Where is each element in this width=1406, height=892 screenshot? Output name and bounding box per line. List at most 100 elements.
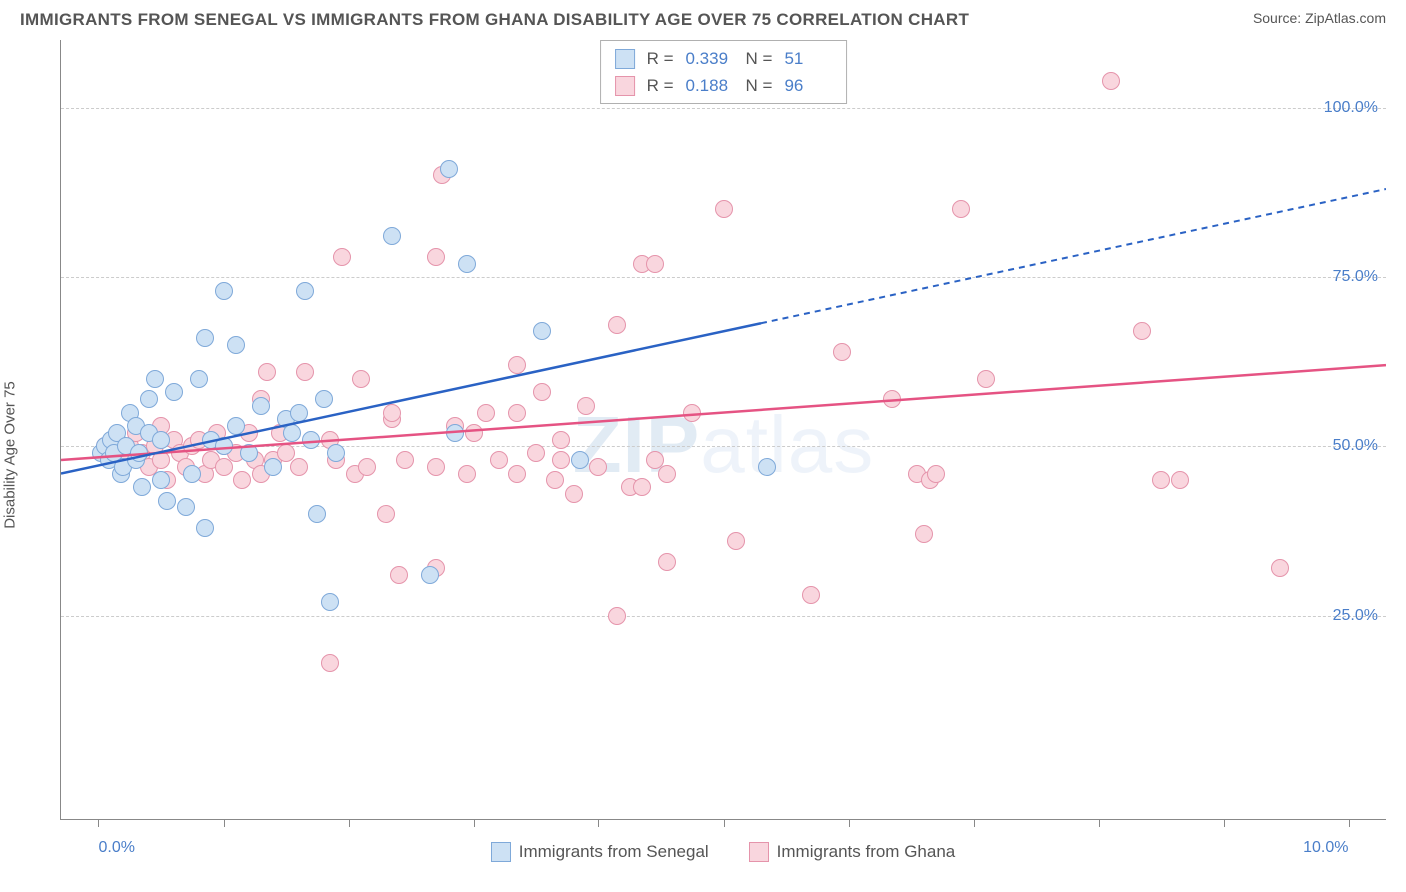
stats-box: R =0.339N =51R =0.188N =96	[600, 40, 848, 104]
scatter-point-ghana	[927, 465, 945, 483]
xtick	[849, 819, 850, 827]
scatter-point-ghana	[802, 586, 820, 604]
ytick-label: 75.0%	[1333, 268, 1378, 286]
scatter-point-ghana	[533, 383, 551, 401]
scatter-point-senegal	[240, 444, 258, 462]
scatter-point-ghana	[490, 451, 508, 469]
chart-container: Disability Age Over 75 ZIPatlas 25.0%50.…	[20, 40, 1386, 870]
trend-lines	[61, 40, 1386, 819]
scatter-point-ghana	[465, 424, 483, 442]
legend-label: Immigrants from Senegal	[519, 842, 709, 862]
scatter-point-senegal	[196, 519, 214, 537]
legend-label: Immigrants from Ghana	[777, 842, 956, 862]
swatch-ghana	[615, 76, 635, 96]
scatter-point-senegal	[302, 431, 320, 449]
scatter-point-ghana	[658, 465, 676, 483]
scatter-point-senegal	[264, 458, 282, 476]
scatter-point-senegal	[315, 390, 333, 408]
scatter-point-ghana	[952, 200, 970, 218]
scatter-point-senegal	[227, 417, 245, 435]
scatter-point-senegal	[133, 478, 151, 496]
plot-area: ZIPatlas 25.0%50.0%75.0%100.0%0.0%10.0%R…	[60, 40, 1386, 820]
scatter-point-senegal	[421, 566, 439, 584]
xtick	[598, 819, 599, 827]
scatter-point-senegal	[215, 437, 233, 455]
scatter-point-ghana	[508, 465, 526, 483]
scatter-point-ghana	[321, 654, 339, 672]
scatter-point-ghana	[727, 532, 745, 550]
scatter-point-ghana	[633, 478, 651, 496]
scatter-point-ghana	[552, 431, 570, 449]
scatter-point-ghana	[427, 248, 445, 266]
scatter-point-ghana	[589, 458, 607, 476]
scatter-point-ghana	[683, 404, 701, 422]
scatter-point-senegal	[458, 255, 476, 273]
scatter-point-ghana	[658, 553, 676, 571]
scatter-point-ghana	[577, 397, 595, 415]
scatter-point-ghana	[1133, 322, 1151, 340]
scatter-point-ghana	[458, 465, 476, 483]
scatter-point-ghana	[258, 363, 276, 381]
gridline-h	[61, 446, 1386, 447]
scatter-point-ghana	[883, 390, 901, 408]
xtick	[224, 819, 225, 827]
scatter-point-senegal	[440, 160, 458, 178]
scatter-point-senegal	[321, 593, 339, 611]
scatter-point-ghana	[477, 404, 495, 422]
scatter-point-ghana	[565, 485, 583, 503]
scatter-point-senegal	[130, 444, 148, 462]
scatter-point-ghana	[358, 458, 376, 476]
scatter-point-ghana	[1171, 471, 1189, 489]
scatter-point-ghana	[427, 458, 445, 476]
scatter-point-ghana	[508, 356, 526, 374]
xtick	[724, 819, 725, 827]
scatter-point-senegal	[308, 505, 326, 523]
scatter-point-ghana	[333, 248, 351, 266]
scatter-point-ghana	[352, 370, 370, 388]
scatter-point-ghana	[608, 607, 626, 625]
stats-row-ghana: R =0.188N =96	[615, 72, 833, 99]
swatch-senegal	[615, 49, 635, 69]
scatter-point-ghana	[1152, 471, 1170, 489]
scatter-point-ghana	[915, 525, 933, 543]
scatter-point-senegal	[140, 390, 158, 408]
scatter-point-senegal	[533, 322, 551, 340]
scatter-point-senegal	[252, 397, 270, 415]
scatter-point-ghana	[508, 404, 526, 422]
bottom-legend: Immigrants from Senegal Immigrants from G…	[60, 842, 1386, 862]
y-axis-label: Disability Age Over 75	[2, 381, 19, 529]
stat-n-label: N =	[746, 72, 773, 99]
legend-swatch-ghana	[749, 842, 769, 862]
gridline-h	[61, 277, 1386, 278]
scatter-point-ghana	[1271, 559, 1289, 577]
stat-r-value: 0.339	[686, 45, 734, 72]
scatter-point-senegal	[215, 282, 233, 300]
gridline-h	[61, 108, 1386, 109]
scatter-point-senegal	[165, 383, 183, 401]
scatter-point-ghana	[527, 444, 545, 462]
xtick	[1349, 819, 1350, 827]
xtick	[349, 819, 350, 827]
scatter-point-senegal	[758, 458, 776, 476]
scatter-point-ghana	[233, 471, 251, 489]
scatter-point-ghana	[977, 370, 995, 388]
scatter-point-senegal	[196, 329, 214, 347]
scatter-point-senegal	[152, 471, 170, 489]
scatter-point-senegal	[158, 492, 176, 510]
scatter-point-senegal	[296, 282, 314, 300]
stats-row-senegal: R =0.339N =51	[615, 45, 833, 72]
ytick-label: 100.0%	[1324, 99, 1378, 117]
xtick	[474, 819, 475, 827]
scatter-point-senegal	[183, 465, 201, 483]
scatter-point-senegal	[190, 370, 208, 388]
scatter-point-senegal	[290, 404, 308, 422]
scatter-point-ghana	[646, 255, 664, 273]
scatter-point-senegal	[177, 498, 195, 516]
xtick	[1099, 819, 1100, 827]
legend-swatch-senegal	[491, 842, 511, 862]
scatter-point-ghana	[290, 458, 308, 476]
chart-title: IMMIGRANTS FROM SENEGAL VS IMMIGRANTS FR…	[20, 10, 969, 30]
xtick	[98, 819, 99, 827]
stat-n-label: N =	[746, 45, 773, 72]
scatter-point-ghana	[715, 200, 733, 218]
